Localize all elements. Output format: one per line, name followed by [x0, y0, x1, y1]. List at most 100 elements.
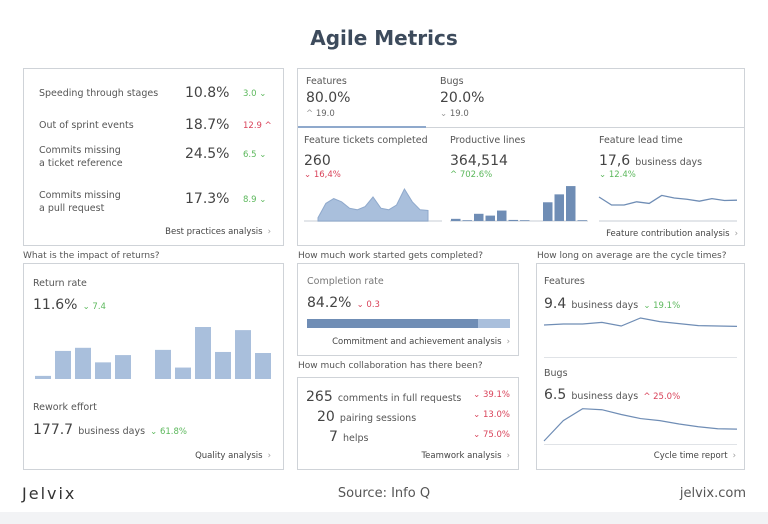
return-rate-bar: [55, 350, 71, 379]
chart-area: [317, 187, 429, 222]
collab-count: 20: [317, 409, 335, 425]
metric-label: a pull request: [39, 203, 105, 214]
return-rate-bar-chart: [35, 327, 271, 379]
metric-chart: [450, 186, 588, 222]
tab-label: Bugs: [440, 76, 464, 87]
arrow-down-icon: ⌄: [304, 170, 314, 180]
tab-features[interactable]: Features 80.0% ^ 19.0: [306, 76, 426, 121]
return-rate-bar: [235, 330, 251, 379]
metric-chart: [598, 194, 738, 222]
jelvix-logo: Jelvix: [22, 484, 77, 503]
chevron-right-icon: ›: [734, 229, 738, 239]
collab-delta: ⌄ 13.0%: [473, 410, 510, 420]
features-bugs-card: Features 80.0% ^ 19.0 Bugs 20.0% ⌄ 19.0 Featu…: [297, 68, 745, 246]
best-practice-row: Commits missing a ticket reference 24.5% 6.…: [24, 145, 283, 177]
chart-bar: [485, 215, 495, 221]
delta-value: 702.6%: [459, 170, 493, 180]
arrow-down-icon: ⌄: [599, 170, 609, 180]
metric-productive-lines: Productive lines 364,514 ^ 702.6%: [450, 135, 592, 225]
arrow-down-icon: ⌄: [256, 89, 267, 99]
metric-value: 364,514: [450, 153, 508, 169]
bottom-bar: [0, 512, 768, 524]
collaboration-row: 20 pairing sessions ⌄ 13.0%: [317, 406, 510, 425]
metric-value: 24.5%: [185, 146, 230, 162]
delta-value: 0.3: [366, 300, 380, 310]
metric-label: Productive lines: [450, 135, 526, 146]
metric-delta: 3.0 ⌄: [243, 89, 266, 99]
metric-delta: 12.9 ^: [243, 121, 272, 131]
chart-line: [543, 317, 738, 327]
unit: business days: [78, 426, 146, 437]
delta-value: 12.4%: [608, 170, 636, 180]
tab-delta: ⌄ 19.0: [440, 109, 469, 119]
arrow-up-icon: ^: [306, 109, 316, 119]
chevron-right-icon: ›: [506, 451, 510, 461]
returns-question: What is the impact of returns?: [23, 251, 160, 261]
collab-count: 7: [329, 429, 338, 445]
divider: [544, 444, 737, 445]
arrow-down-icon: ⌄: [440, 109, 450, 119]
cycle-features-delta: ⌄ 19.1%: [643, 301, 681, 311]
collab-label: helps: [343, 433, 369, 444]
return-rate-value: 11.6%: [33, 297, 78, 313]
quality-analysis-link[interactable]: Quality analysis ›: [195, 451, 271, 461]
tab-bugs[interactable]: Bugs 20.0% ⌄ 19.0: [440, 76, 560, 121]
tab-divider: [298, 127, 744, 128]
active-tab-indicator: [298, 126, 426, 128]
return-rate-delta: ⌄ 7.4: [82, 302, 106, 312]
completion-rate: 84.2% ⌄ 0.3: [307, 292, 380, 311]
site-link[interactable]: jelvix.com: [679, 486, 746, 501]
cycle-features: 9.4 business days ⌄ 19.1%: [544, 293, 680, 312]
collab-count: 265: [306, 389, 333, 405]
tab-delta: ^ 19.0: [306, 109, 335, 119]
unit: business days: [571, 391, 639, 402]
arrow-down-icon: ⌄: [473, 410, 483, 420]
arrow-up-icon: ^: [261, 121, 272, 131]
chart-bar: [520, 220, 530, 221]
source-value: Info Q: [391, 486, 431, 501]
metric-feature-tickets-completed: Feature tickets completed 260 ⌄ 16,4%: [304, 135, 446, 225]
chart-line: [598, 194, 738, 206]
return-rate-bar: [195, 327, 211, 379]
teamwork-analysis-link[interactable]: Teamwork analysis ›: [421, 451, 510, 461]
feature-contribution-link[interactable]: Feature contribution analysis ›: [606, 229, 738, 239]
chart-bar: [497, 210, 507, 221]
delta-value: 61.8%: [159, 427, 187, 437]
metric-label: Out of sprint events: [39, 120, 134, 131]
arrow-down-icon: ⌄: [256, 195, 267, 205]
metric-label: Speeding through stages: [39, 88, 159, 99]
collab-delta: ⌄ 39.1%: [473, 390, 510, 400]
delta-value: 12.9: [243, 121, 262, 131]
cycle-bugs: 6.5 business days ^ 25.0%: [544, 384, 680, 403]
delta-value: 75.0%: [482, 430, 510, 440]
metric-delta: ⌄ 12.4%: [599, 170, 636, 180]
metric-value-row: 17,6 business days: [599, 150, 702, 169]
commitment-analysis-link[interactable]: Commitment and achievement analysis ›: [332, 337, 510, 347]
return-rate-label: Return rate: [33, 278, 87, 289]
chart-bar: [543, 202, 553, 221]
delta-value: 13.0%: [482, 410, 510, 420]
chart-bar: [508, 219, 518, 221]
cycle-time-report-link[interactable]: Cycle time report ›: [654, 451, 736, 461]
delta-value: 19.1%: [653, 301, 681, 311]
link-label: Best practices analysis: [165, 227, 263, 237]
chart-bar: [554, 194, 564, 221]
delta-value: 19.0: [315, 109, 335, 119]
return-rate-bar: [175, 367, 191, 379]
delta-value: 7.4: [92, 302, 106, 312]
page-title: Agile Metrics: [310, 26, 458, 50]
cycle-bugs-label: Bugs: [544, 368, 568, 379]
cycle-time-card: Features 9.4 business days ⌄ 19.1% Bugs …: [536, 263, 745, 470]
metric-label: Commits missing: [39, 145, 121, 156]
metric-value: 17,6: [599, 153, 631, 169]
metric-chart: [304, 187, 442, 222]
cycle-features-label: Features: [544, 276, 585, 287]
metric-label: a ticket reference: [39, 158, 123, 169]
best-practices-link[interactable]: Best practices analysis ›: [165, 227, 271, 237]
completion-delta: ⌄ 0.3: [356, 300, 380, 310]
collab-delta: ⌄ 75.0%: [473, 430, 510, 440]
divider: [544, 357, 737, 358]
completion-rate-label: Completion rate: [307, 276, 384, 287]
source-text: Source: Info Q: [0, 486, 768, 501]
bugs-cycle-line-chart: [543, 408, 738, 442]
